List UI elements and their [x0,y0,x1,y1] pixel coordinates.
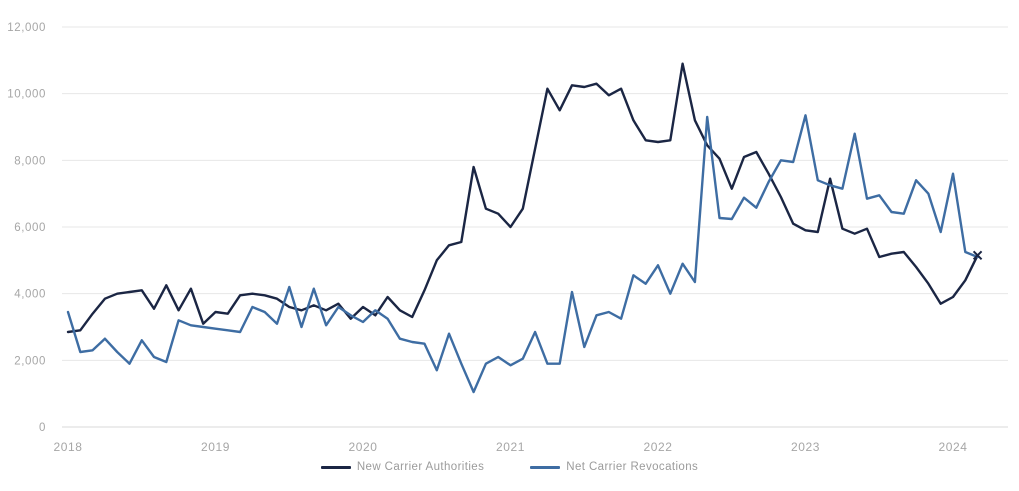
legend-item-new-carrier-authorities: New Carrier Authorities [320,461,485,473]
legend-swatch-dark-line [320,465,351,469]
x-tick-label: 2022 [643,440,672,454]
y-tick-label: 4,000 [14,289,46,301]
y-tick-label: 10,000 [7,89,46,101]
legend: New Carrier Authorities Net Carrier Revo… [0,461,1019,473]
y-tick-label: 2,000 [14,355,46,367]
legend-label: New Carrier Authorities [356,461,485,473]
y-tick-label: 12,000 [7,22,46,34]
y-tick-label: 8,000 [14,155,46,167]
y-tick-label: 0 [39,422,46,434]
y-axis-labels: 0 2,000 4,000 6,000 8,000 10,000 12,000 [7,22,46,434]
legend-item-net-carrier-revocations: Net Carrier Revocations [530,461,698,473]
gridlines [62,26,1008,428]
x-tick-label: 2019 [201,440,230,454]
x-tick-label: 2018 [53,440,82,454]
series-line-new-carrier-authorities [66,62,979,334]
x-axis-labels: 2018 2019 2020 2021 2022 2023 2024 [53,440,967,454]
y-tick-label: 6,000 [14,222,46,234]
series-end-x-marker-icon [972,250,983,261]
x-tick-label: 2023 [791,440,820,454]
legend-swatch-blue-line [530,465,561,469]
series-line-net-carrier-revocations [66,114,979,394]
x-tick-label: 2021 [496,440,525,454]
x-tick-label: 2024 [938,440,967,454]
legend-label: Net Carrier Revocations [566,461,699,473]
x-tick-label: 2020 [348,440,377,454]
